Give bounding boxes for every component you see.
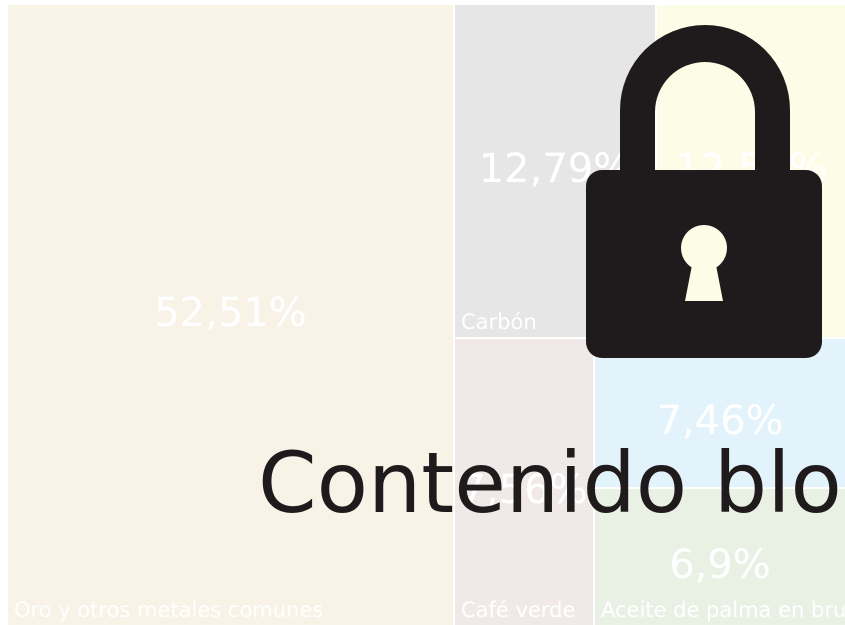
- value-label: 7,46%: [656, 398, 783, 444]
- value-label: 52,51%: [154, 290, 307, 336]
- treemap-cell: [595, 339, 845, 487]
- treemap-cell: [455, 339, 593, 625]
- category-label: Aceite de palma en bruto: [601, 598, 845, 622]
- value-label: 7,56%: [460, 467, 587, 513]
- lock-icon: [586, 25, 822, 358]
- blocked-message: Contenido bloqueado: [258, 434, 845, 532]
- category-label: Carbón: [461, 310, 537, 334]
- category-label: Oro y otros metales comunes: [14, 598, 323, 622]
- value-label: 6,9%: [669, 542, 771, 588]
- category-label: Café verde: [461, 598, 575, 622]
- treemap-cell: [8, 5, 453, 625]
- treemap-cell: [595, 489, 845, 625]
